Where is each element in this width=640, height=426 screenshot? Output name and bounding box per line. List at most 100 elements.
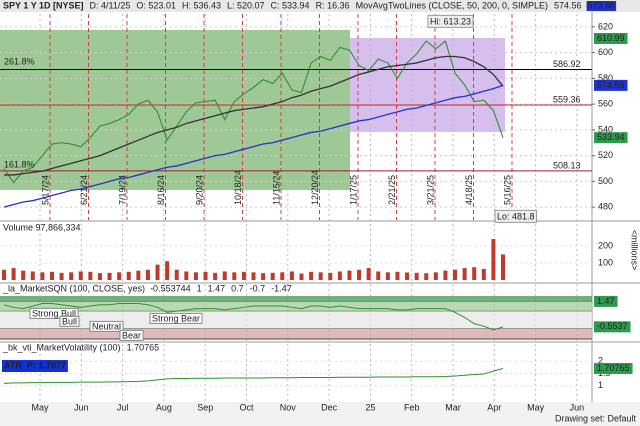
- bar: [117, 272, 122, 280]
- bar: [309, 271, 314, 280]
- level-text: 559.36: [553, 94, 581, 104]
- legend-value: 1.47: [208, 283, 226, 293]
- value-box: [594, 32, 628, 44]
- date-label: 3/21/25: [425, 175, 435, 205]
- y-tick-label: 500: [598, 176, 613, 186]
- series-line: [4, 55, 504, 176]
- value-box: [594, 132, 628, 144]
- bar: [145, 269, 150, 280]
- bar: [174, 269, 179, 280]
- zone: [0, 311, 592, 329]
- footer: Drawing set: Default: [555, 413, 637, 423]
- bar: [59, 272, 64, 280]
- bar: [21, 270, 26, 280]
- header-text: SPY 1 Y 1D [NYSE]: [3, 0, 84, 10]
- bar: [424, 273, 429, 280]
- annotation: Lo: 481.8: [497, 211, 535, 221]
- date-label: 8/16/24: [156, 175, 166, 205]
- panel-title: _la_MarketSQN (100, CLOSE, yes): [2, 283, 145, 293]
- zone-label: Bull: [62, 316, 77, 326]
- panel-title-value: 1.70765: [127, 342, 160, 352]
- bar: [251, 272, 256, 280]
- header-text: H: 536.43: [182, 0, 221, 10]
- y-tick-label: 620: [598, 21, 613, 31]
- date-label: 9/20/24: [194, 175, 204, 205]
- bar: [318, 272, 323, 280]
- bar: [395, 271, 400, 280]
- date-label: 5/17/24: [40, 175, 50, 205]
- bar: [299, 273, 304, 280]
- bar: [213, 272, 218, 280]
- bar: [366, 268, 371, 280]
- unit-label: <millions>: [630, 230, 640, 271]
- header-text: 573.86: [588, 0, 616, 10]
- zone: [0, 296, 592, 302]
- bar: [289, 271, 294, 280]
- level-text: 586.92: [553, 59, 581, 69]
- badge: ATR_P: 1.7077: [4, 360, 66, 370]
- annotation: Hi: 613.23: [430, 16, 471, 26]
- date-label: 1/17/25: [348, 175, 358, 205]
- zone-label: Strong Bull: [32, 308, 76, 318]
- date-label: 2/21/25: [387, 175, 397, 205]
- zone-label: Strong Bear: [152, 313, 200, 323]
- date-label: 11/15/24: [271, 171, 281, 205]
- legend-value: 1: [197, 283, 202, 293]
- bar: [337, 271, 342, 280]
- legend-value: 0.7: [231, 283, 244, 293]
- value-label: 610.99: [597, 33, 625, 43]
- annotation: 261.8%: [4, 56, 35, 66]
- badge-box: [2, 360, 68, 372]
- level-text: 508.13: [553, 160, 581, 170]
- zone-label: Neutral: [92, 321, 121, 331]
- bar: [126, 271, 131, 280]
- header-text: R: 16.36: [316, 0, 350, 10]
- y-tick-label: 540: [598, 124, 613, 134]
- x-axis-bar: [0, 402, 640, 426]
- value-label: 1.47: [597, 296, 615, 306]
- bar: [165, 261, 170, 280]
- bar: [30, 271, 35, 280]
- zone-label-box: [89, 320, 124, 332]
- bar: [88, 271, 93, 280]
- bar: [347, 270, 352, 280]
- zone: [0, 301, 592, 312]
- y-tick-label: 520: [598, 150, 613, 160]
- bar: [203, 271, 208, 280]
- zone-label-box: [59, 315, 80, 327]
- bar: [49, 271, 54, 280]
- zone-label: Bear: [122, 330, 141, 340]
- bar: [357, 269, 362, 280]
- bar: [241, 271, 246, 280]
- y-tick-label: 580: [598, 73, 613, 83]
- volume-profile: [0, 30, 350, 190]
- annotation: 161.8%: [4, 159, 35, 169]
- date-label: 7/19/24: [117, 175, 127, 205]
- value-box: [594, 321, 631, 333]
- date-label: 6/21/24: [79, 175, 89, 205]
- x-tick-label: Jun: [74, 402, 89, 412]
- x-tick-label: Sep: [197, 402, 213, 412]
- value-box: [594, 79, 628, 91]
- bar: [385, 272, 390, 280]
- value-box: [594, 362, 633, 374]
- value-box: [594, 295, 618, 307]
- zone-label-box: [29, 307, 79, 319]
- series-line: [3, 367, 504, 384]
- x-tick-label: May: [527, 402, 545, 412]
- annotation-box: [494, 209, 538, 223]
- series-line: [3, 84, 504, 208]
- x-tick-label: 25: [365, 402, 375, 412]
- bar: [280, 272, 285, 280]
- bar: [69, 272, 74, 280]
- bar: [472, 267, 477, 280]
- date-label: 10/18/24: [233, 170, 243, 205]
- zone: [0, 338, 592, 340]
- bar: [193, 272, 198, 280]
- bar: [328, 272, 333, 280]
- y-tick-label: 560: [598, 99, 613, 109]
- bar: [270, 272, 275, 280]
- date-label: 5/16/25: [502, 175, 512, 205]
- x-tick-label: May: [31, 402, 49, 412]
